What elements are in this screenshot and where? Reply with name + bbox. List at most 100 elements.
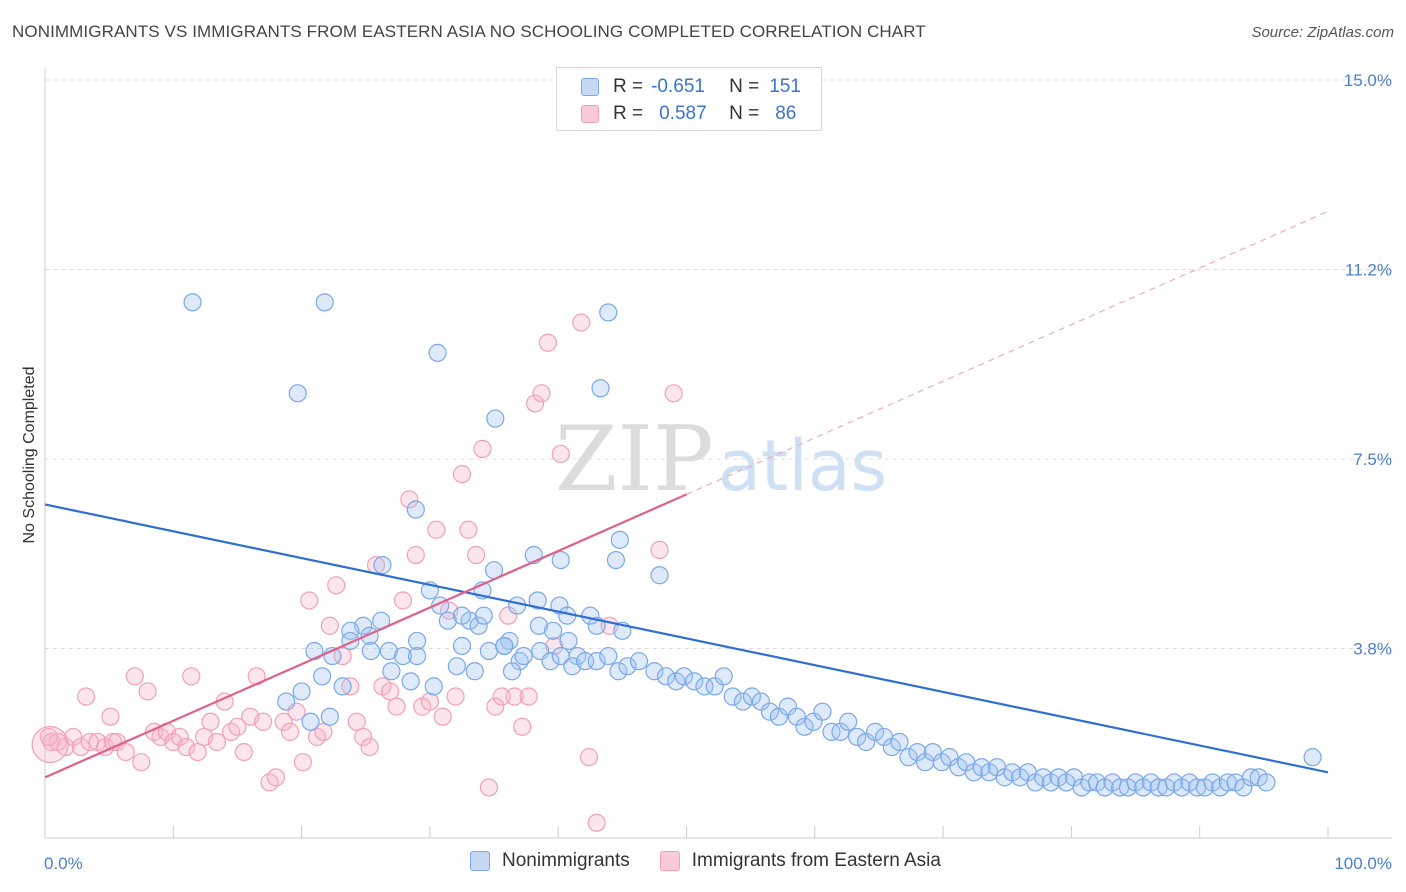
nonimmigrants-point <box>650 566 669 585</box>
immigrants-point <box>650 540 669 560</box>
nonimmigrants-point <box>618 657 637 676</box>
immigrants-point <box>42 732 61 752</box>
immigrants-point <box>446 687 465 706</box>
nonimmigrants-point <box>401 672 420 691</box>
nonimmigrants-point <box>320 707 339 726</box>
immigrants-point <box>320 616 339 635</box>
nonimmigrants-point <box>514 646 533 666</box>
nonimmigrants-point <box>705 677 724 696</box>
nonimmigrants-point <box>804 712 823 731</box>
immigrants-point <box>132 753 151 772</box>
nonimmigrants-point <box>1257 773 1276 792</box>
nonimmigrants-point <box>474 606 493 625</box>
nonimmigrants-point <box>452 606 472 625</box>
series-legend: Nonimmigrants Immigrants from Eastern As… <box>470 850 971 872</box>
legend-r-value: 0.587 <box>659 103 707 124</box>
nonimmigrants-point <box>529 616 549 635</box>
legend-item-nonimmigrants: Nonimmigrants <box>470 850 630 872</box>
source-label: Source: ZipAtlas.com <box>1251 24 1394 41</box>
nonimmigrants-point <box>551 646 570 666</box>
immigrants-point <box>587 813 606 832</box>
immigrants-point <box>532 384 551 403</box>
immigrants-point <box>526 394 545 413</box>
nonimmigrants-point <box>714 667 733 686</box>
nonimmigrants-point <box>361 641 380 661</box>
x-tick-label: 0.0% <box>44 854 83 873</box>
immigrants-point <box>31 725 69 764</box>
nonimmigrants-point <box>760 702 779 721</box>
legend-label-immigrants: Immigrants from Eastern Asia <box>691 850 941 871</box>
nonimmigrants-point <box>742 687 762 706</box>
nonimmigrants-point <box>543 621 563 640</box>
nonimmigrants-point <box>813 702 832 721</box>
immigrants-point <box>406 545 425 565</box>
watermark: ZIP atlas <box>555 407 887 512</box>
y-tick-label: 7.5% <box>1353 450 1392 469</box>
immigrants-point <box>354 727 373 747</box>
nonimmigrants-point <box>447 657 466 676</box>
nonimmigrants-point <box>479 641 499 661</box>
nonimmigrants-point <box>940 748 959 767</box>
nonimmigrants-point <box>831 722 850 741</box>
immigrants-point <box>254 712 273 731</box>
immigrants-point <box>333 646 352 666</box>
legend-row-immigrants: R = 0.587 N = 86 <box>581 101 796 127</box>
nonimmigrants-point <box>465 662 484 681</box>
immigrants-point <box>327 576 346 595</box>
immigrants-point <box>479 778 499 797</box>
nonimmigrants-point <box>379 641 398 661</box>
legend-r-value: -0.651 <box>651 76 705 97</box>
legend-swatch-blue <box>581 78 599 96</box>
nonimmigrants-point <box>685 672 704 691</box>
immigrants-point <box>138 682 157 701</box>
axes <box>44 68 1392 839</box>
nonimmigrants-point <box>502 662 522 681</box>
x-tick-label: 100.0% <box>1334 854 1392 873</box>
legend-n-label: N = <box>729 103 760 124</box>
nonimmigrants-point <box>866 722 885 741</box>
immigrants-point <box>182 667 201 686</box>
immigrants-point <box>266 768 286 787</box>
nonimmigrants-point <box>656 667 676 686</box>
tick-labels: 15.0% 11.2% 7.5% 3.8% 0.0% 100.0% <box>44 71 1392 873</box>
immigrants-point <box>101 707 120 726</box>
immigrants-point <box>427 520 446 539</box>
nonimmigrants-point <box>438 611 457 630</box>
nonimmigrants-point <box>787 707 806 726</box>
immigrants-point <box>188 742 207 762</box>
stats-legend: R = -0.651 N = 151 R = 0.587 N = 86 <box>556 67 822 131</box>
nonimmigrants-point <box>609 662 628 681</box>
immigrants-point <box>466 545 486 565</box>
immigrants-points <box>31 313 683 832</box>
nonimmigrants-point <box>406 500 425 519</box>
nonimmigrants-point <box>341 621 360 640</box>
legend-n-label: N = <box>729 76 760 97</box>
immigrants-point <box>538 333 558 352</box>
immigrants-point <box>293 753 312 772</box>
nonimmigrants-point <box>1303 748 1322 767</box>
nonimmigrants-point <box>313 667 332 686</box>
nonimmigrants-point <box>183 293 202 312</box>
nonimmigrants-point <box>486 409 505 428</box>
y-axis-label: No Schooling Completed <box>21 367 38 544</box>
nonimmigrants-point <box>848 727 867 747</box>
immigrants-point <box>201 712 220 731</box>
immigrants-point <box>545 636 564 656</box>
nonimmigrants-point <box>407 631 427 651</box>
immigrants-point <box>452 465 472 484</box>
immigrants-point <box>71 737 91 757</box>
nonimmigrants-point <box>587 652 606 671</box>
legend-item-immigrants: Immigrants from Eastern Asia <box>659 850 941 872</box>
immigrants-point <box>116 742 135 762</box>
nonimmigrants-point <box>393 646 413 666</box>
nonimmigrants-point <box>723 687 742 706</box>
nonimmigrants-point <box>292 682 311 701</box>
immigrants-point <box>513 717 532 736</box>
nonimmigrants-point <box>778 697 797 716</box>
immigrants-point <box>360 737 379 757</box>
immigrants-point <box>39 727 58 747</box>
immigrants-point <box>551 444 570 464</box>
immigrants-point <box>572 313 591 332</box>
immigrants-point <box>341 677 360 696</box>
